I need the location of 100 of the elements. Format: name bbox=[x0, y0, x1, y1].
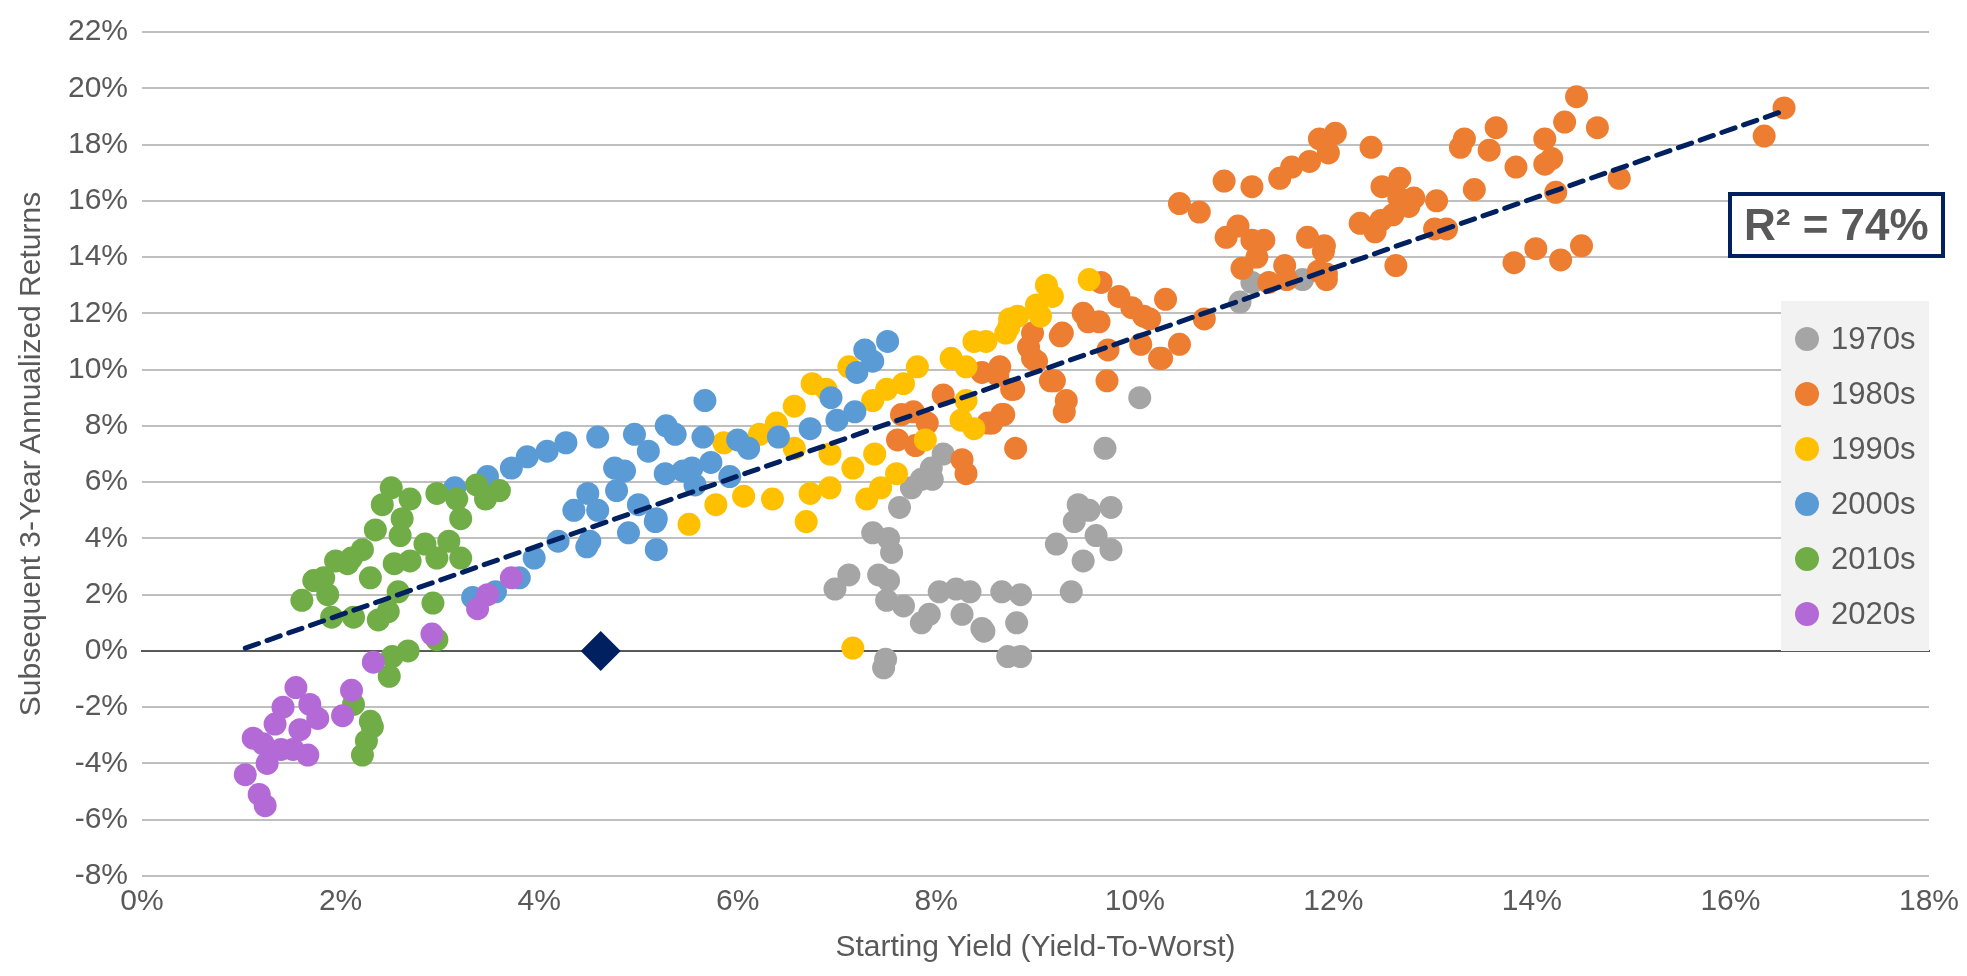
y-tick-label: 8% bbox=[84, 407, 129, 441]
point bbox=[913, 428, 937, 452]
point bbox=[437, 529, 461, 553]
point bbox=[284, 676, 308, 700]
point bbox=[636, 439, 660, 463]
point bbox=[737, 436, 761, 460]
point bbox=[1071, 549, 1095, 573]
x-axis-title: Starting Yield (Yield-To-Worst) bbox=[835, 929, 1236, 963]
point bbox=[880, 540, 904, 564]
x-tick-label: 4% bbox=[517, 883, 561, 917]
point bbox=[958, 580, 982, 604]
point bbox=[575, 535, 599, 559]
point bbox=[1128, 386, 1152, 410]
point bbox=[841, 636, 865, 660]
point bbox=[388, 524, 412, 548]
point bbox=[1099, 538, 1123, 562]
x-tick-label: 8% bbox=[914, 883, 958, 917]
point bbox=[931, 442, 955, 466]
point bbox=[704, 493, 728, 517]
point bbox=[837, 563, 861, 587]
point bbox=[586, 425, 610, 449]
point bbox=[449, 546, 473, 570]
x-tick-label: 12% bbox=[1303, 883, 1364, 917]
y-tick-label: -6% bbox=[74, 801, 129, 834]
point bbox=[863, 442, 887, 466]
point bbox=[379, 476, 403, 500]
point bbox=[586, 498, 610, 522]
x-tick-label: 6% bbox=[716, 883, 760, 917]
point bbox=[476, 583, 500, 607]
point bbox=[818, 476, 842, 500]
point bbox=[425, 481, 449, 505]
point bbox=[290, 588, 314, 612]
point bbox=[845, 360, 869, 384]
point bbox=[841, 456, 865, 480]
y-tick-label: 12% bbox=[68, 294, 129, 328]
point bbox=[376, 600, 400, 624]
point bbox=[449, 507, 473, 531]
point bbox=[861, 349, 885, 373]
point bbox=[950, 602, 974, 626]
y-tick-label: 14% bbox=[68, 238, 129, 272]
point bbox=[677, 512, 701, 536]
point bbox=[962, 417, 986, 441]
point bbox=[605, 479, 629, 503]
y-tick-label: 0% bbox=[84, 632, 129, 666]
point bbox=[1040, 284, 1064, 308]
point bbox=[732, 484, 756, 508]
point bbox=[554, 431, 578, 455]
point bbox=[576, 481, 600, 505]
point bbox=[1059, 580, 1083, 604]
y-tick-label: 22% bbox=[68, 13, 129, 47]
y-tick-label: 16% bbox=[68, 182, 129, 216]
point bbox=[425, 546, 449, 570]
point bbox=[499, 566, 523, 590]
x-tick-label: 16% bbox=[1700, 883, 1761, 917]
annotation: R² = 74% bbox=[1728, 192, 1945, 258]
point bbox=[663, 422, 687, 446]
point bbox=[766, 425, 790, 449]
point bbox=[370, 493, 394, 517]
point bbox=[398, 487, 422, 511]
x-tick-label: 14% bbox=[1501, 883, 1562, 917]
point bbox=[253, 794, 277, 818]
point bbox=[535, 439, 559, 463]
point bbox=[798, 481, 822, 505]
point bbox=[823, 577, 847, 601]
point bbox=[562, 498, 586, 522]
x-tick-label: 18% bbox=[1898, 883, 1959, 917]
y-tick-label: -4% bbox=[74, 744, 129, 778]
point bbox=[794, 510, 818, 534]
point bbox=[398, 549, 422, 573]
point bbox=[616, 521, 640, 545]
point bbox=[891, 372, 915, 396]
point bbox=[1077, 268, 1101, 292]
point bbox=[358, 566, 382, 590]
point bbox=[1009, 583, 1033, 607]
point bbox=[377, 664, 401, 688]
legend-label: 2020s bbox=[1830, 595, 1916, 632]
legend-label: 2000s bbox=[1830, 485, 1916, 522]
point bbox=[421, 591, 445, 615]
point bbox=[340, 678, 364, 702]
point bbox=[782, 394, 806, 418]
point bbox=[271, 695, 295, 719]
x-tick-label: 2% bbox=[318, 883, 363, 917]
point bbox=[798, 417, 822, 441]
point bbox=[891, 594, 915, 618]
point bbox=[818, 442, 842, 466]
point bbox=[1005, 611, 1029, 635]
y-tick-label: 2% bbox=[84, 575, 129, 609]
point bbox=[499, 456, 523, 480]
point bbox=[288, 718, 312, 742]
legend-label: 1990s bbox=[1830, 430, 1916, 467]
y-tick-label: 20% bbox=[68, 69, 129, 103]
point bbox=[954, 355, 978, 379]
point bbox=[420, 622, 444, 646]
point bbox=[869, 476, 893, 500]
point bbox=[819, 386, 843, 410]
point bbox=[1062, 510, 1086, 534]
point bbox=[331, 704, 355, 728]
y-tick-label: -2% bbox=[74, 688, 129, 722]
point bbox=[888, 495, 912, 519]
point bbox=[994, 321, 1018, 345]
